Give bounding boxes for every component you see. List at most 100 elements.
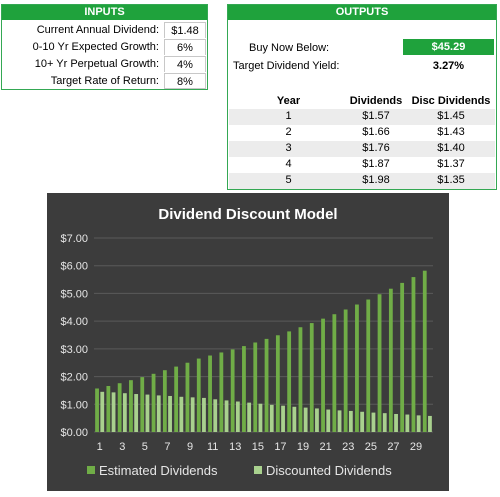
bar-estimated: [253, 342, 258, 432]
col-header-year: Year: [276, 95, 301, 107]
bar-discounted: [168, 395, 172, 432]
bar-discounted: [394, 413, 398, 432]
input-row-perpetual-growth: 10+ Yr Perpetual Growth: 4%: [2, 56, 207, 73]
target-yield-label: Target Dividend Yield:: [233, 60, 340, 72]
bar-discounted: [281, 405, 285, 432]
col-header-disc-dividends: Disc Dividends: [411, 95, 491, 107]
bar-discounted: [156, 395, 161, 432]
bar-estimated: [366, 299, 371, 432]
outputs-panel: OUTPUTS Buy Now Below: $45.29 Target Div…: [227, 4, 497, 190]
bar-estimated: [117, 383, 122, 432]
bar-estimated: [129, 380, 133, 432]
bar-estimated: [422, 270, 427, 432]
bar-discounted: [258, 403, 263, 432]
table-row: 2 $1.66 $1.43: [229, 125, 495, 141]
bar-estimated: [185, 362, 190, 432]
legend-swatch: [254, 466, 262, 474]
bar-discounted: [269, 404, 274, 432]
input-label: 10+ Yr Perpetual Growth:: [34, 58, 159, 70]
expected-growth-field[interactable]: 6%: [164, 39, 206, 55]
bar-estimated: [162, 370, 167, 432]
bar-estimated: [411, 277, 416, 432]
bar-discounted: [134, 394, 139, 432]
bar-estimated: [151, 373, 156, 432]
bar-discounted: [179, 396, 184, 432]
bar-estimated: [140, 377, 145, 432]
col-header-dividends: Dividends: [349, 95, 403, 107]
bar-estimated: [242, 346, 246, 432]
dividend-cell: $1.87: [362, 158, 390, 170]
x-tick-label: 17: [274, 441, 286, 453]
disc-dividend-cell: $1.37: [437, 158, 465, 170]
perpetual-growth-field[interactable]: 4%: [164, 56, 206, 72]
table-row: 3 $1.76 $1.40: [229, 141, 495, 157]
x-tick-label: 21: [320, 441, 332, 453]
bar-discounted: [111, 392, 116, 432]
buy-now-label: Buy Now Below:: [249, 42, 330, 54]
bar-discounted: [348, 410, 353, 432]
bar-estimated: [377, 294, 382, 432]
y-tick-label: $2.00: [60, 372, 88, 384]
outputs-header: OUTPUTS: [228, 5, 496, 20]
bar-estimated: [388, 288, 393, 432]
y-axis-ticks: $0.00 $1.00 $2.00 $3.00 $4.00 $5.00 $6.00 $7.00: [60, 233, 88, 439]
bar-estimated: [174, 366, 179, 432]
bar-estimated: [196, 358, 201, 432]
input-row-current-dividend: Current Annual Dividend: $1.48: [2, 22, 207, 39]
y-tick-label: $1.00: [60, 399, 88, 411]
x-axis-ticks: 1 3 5 7 9 11 13 15 17 19 21 23 25 27 29: [97, 441, 423, 453]
x-tick-label: 1: [97, 441, 103, 453]
table-row: 5 $1.98 $1.35: [229, 173, 495, 189]
bar-estimated: [275, 335, 280, 432]
year-cell: 2: [285, 126, 292, 138]
bar-estimated: [298, 327, 303, 432]
bar-estimated: [309, 323, 314, 432]
bar-estimated: [264, 338, 269, 432]
y-tick-label: $4.00: [60, 316, 88, 328]
table-row: 4 $1.87 $1.37: [229, 157, 495, 173]
current-dividend-field[interactable]: $1.48: [164, 22, 206, 38]
rate-of-return-field[interactable]: 8%: [164, 73, 206, 89]
dividend-cell: $1.66: [362, 126, 390, 138]
legend: Estimated Dividends Discounted Dividends: [87, 463, 392, 478]
legend-swatch: [87, 466, 95, 474]
x-tick-label: 13: [229, 441, 241, 453]
y-tick-label: $7.00: [60, 233, 88, 245]
year-cell: 5: [285, 174, 292, 186]
bar-discounted: [213, 399, 218, 432]
x-tick-label: 3: [119, 441, 125, 453]
dividend-cell: $1.76: [362, 142, 390, 154]
year-cell: 4: [285, 158, 292, 170]
bar-estimated: [95, 388, 99, 432]
bar-estimated: [106, 385, 111, 432]
disc-dividend-cell: $1.35: [437, 174, 465, 186]
x-tick-label: 7: [164, 441, 170, 453]
x-tick-label: 23: [342, 441, 354, 453]
year-cell: 1: [285, 110, 292, 122]
bar-estimated: [287, 331, 292, 432]
x-tick-label: 9: [187, 441, 193, 453]
input-label: 0-10 Yr Expected Growth:: [32, 41, 159, 53]
bar-discounted: [303, 407, 308, 432]
bar-discounted: [371, 412, 376, 432]
dividend-cell: $1.57: [362, 110, 390, 122]
bar-discounted: [145, 394, 150, 432]
x-tick-label: 5: [142, 441, 148, 453]
y-tick-label: $5.00: [60, 288, 88, 300]
legend-label: Estimated Dividends: [99, 463, 218, 478]
bar-estimated: [355, 304, 359, 432]
gridlines: [94, 237, 433, 433]
y-tick-label: $3.00: [60, 344, 88, 356]
input-label: Target Rate of Return:: [50, 75, 159, 87]
target-yield-value: 3.27%: [432, 60, 465, 72]
bar-discounted: [190, 397, 195, 432]
chart-canvas: Dividend Discount Model $0.00 $1.00 $2.00 $…: [60, 206, 433, 478]
input-row-rate-of-return: Target Rate of Return: 8%: [2, 73, 207, 90]
bar-discounted: [326, 409, 331, 432]
bar-discounted: [100, 391, 105, 432]
chart-title: Dividend Discount Model: [158, 206, 337, 223]
bar-estimated: [400, 282, 405, 432]
x-tick-label: 19: [297, 441, 309, 453]
y-tick-label: $0.00: [60, 427, 88, 439]
dividend-cell: $1.98: [362, 174, 390, 186]
